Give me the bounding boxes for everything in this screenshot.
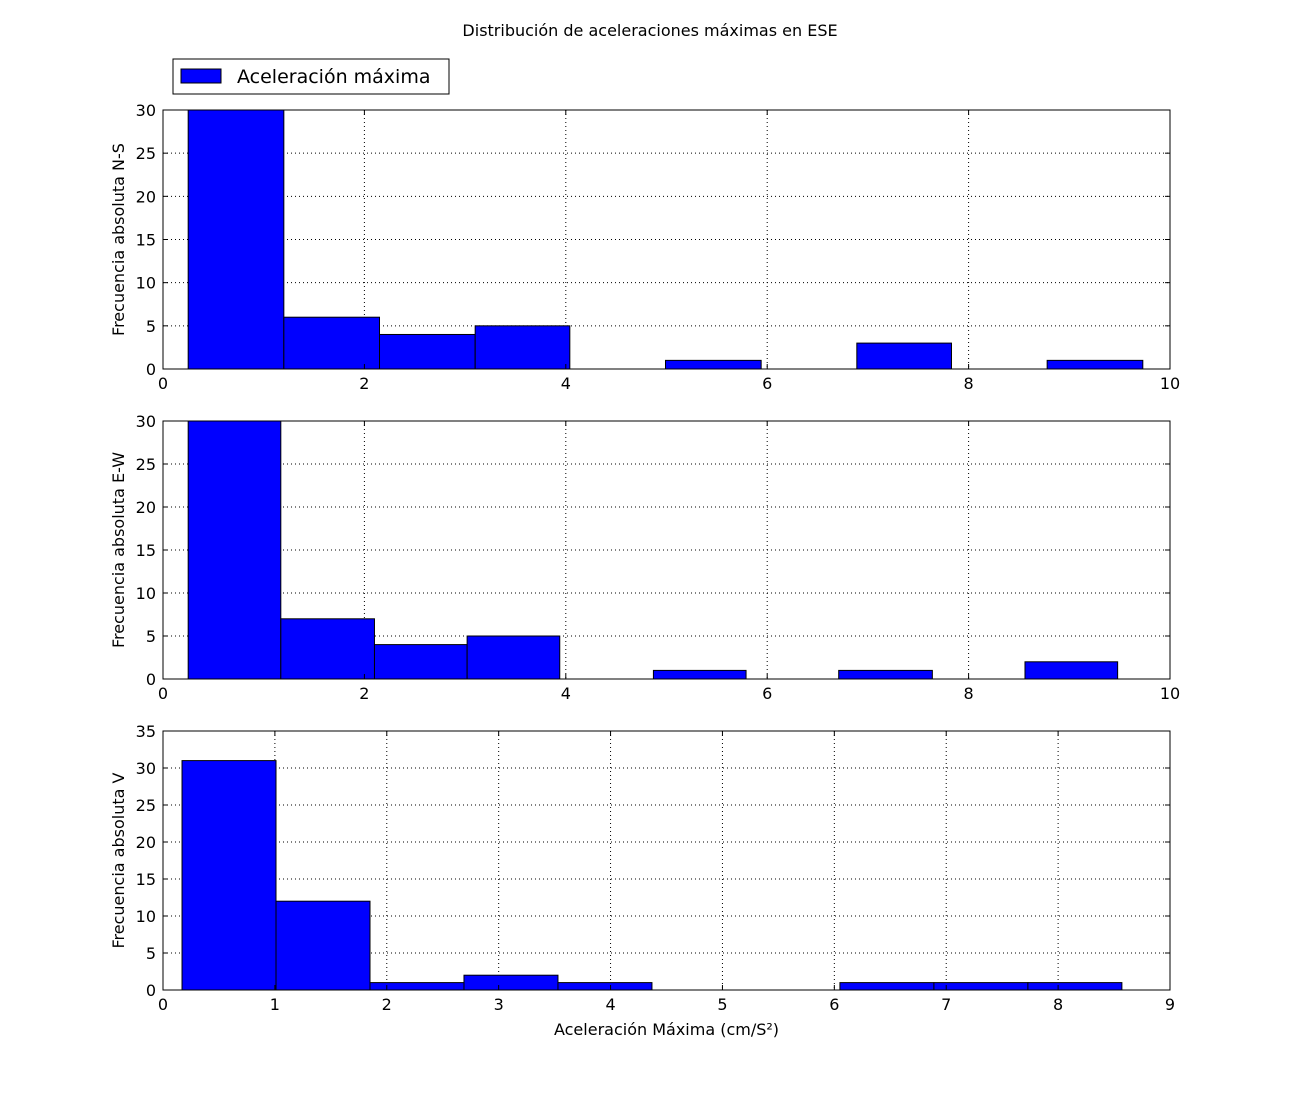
legend-label: Aceleración máxima [237, 66, 430, 88]
ew-bar-1 [280, 618, 375, 680]
panel-v: 0 1 2 3 4 5 6 7 8 9 0 5 10 15 20 25 30 35 Frecuencia absol… [109, 722, 1175, 1039]
ns-bar-7 [856, 342, 952, 370]
v-xtick-label: 7 [941, 995, 951, 1014]
ew-ytick-label: 25 [136, 455, 156, 474]
ns-xtick-label: 10 [1160, 374, 1180, 393]
ns-ylabel: Frecuencia absoluta N-S [109, 143, 128, 336]
ns-xtick-label: 0 [158, 374, 168, 393]
ew-xtick-label: 4 [561, 684, 571, 703]
ew-xtick-label: 10 [1160, 684, 1180, 703]
ns-ytick-label: 5 [146, 317, 156, 336]
ew-bar-7 [838, 669, 933, 680]
ew-bar-9 [1024, 661, 1119, 680]
ns-xtick-label: 8 [964, 374, 974, 393]
figure-title: Distribución de aceleraciones máximas en… [462, 21, 837, 40]
ns-bar-2 [379, 333, 476, 370]
ew-xtick-label: 6 [762, 684, 772, 703]
ew-bar-0 [187, 420, 282, 680]
ns-ytick-label: 25 [136, 144, 156, 163]
legend: Aceleración máxima [172, 58, 450, 95]
ns-ytick-label: 20 [136, 187, 156, 206]
panel-ew: 0 2 4 6 8 10 0 5 10 15 20 25 30 Frecuencia absoluta E… [109, 412, 1180, 703]
v-ylabel: Frecuencia absoluta V [109, 772, 128, 948]
v-xtick-label: 5 [717, 995, 727, 1014]
v-bar-4 [557, 982, 653, 991]
v-xtick-label: 1 [270, 995, 280, 1014]
ew-ytick-label: 20 [136, 498, 156, 517]
v-ytick-label: 30 [136, 759, 156, 778]
v-ytick-label: 15 [136, 870, 156, 889]
v-bar-9 [1027, 982, 1123, 991]
v-xtick-label: 4 [605, 995, 615, 1014]
ns-bar-0 [187, 109, 285, 370]
ns-bar-1 [283, 316, 381, 370]
v-ytick-label: 10 [136, 907, 156, 926]
ew-ytick-label: 15 [136, 541, 156, 560]
ns-xtick-label: 6 [762, 374, 772, 393]
v-xtick-label: 9 [1165, 995, 1175, 1014]
legend-swatch [180, 68, 222, 84]
ew-bar-3 [466, 635, 561, 680]
v-ytick-label: 20 [136, 833, 156, 852]
ns-ytick-label: 0 [146, 360, 156, 379]
ns-bar-9 [1046, 359, 1144, 370]
ew-ylabel: Frecuencia absoluta E-W [109, 452, 128, 648]
ns-ytick-label: 10 [136, 274, 156, 293]
v-bar-8 [933, 982, 1029, 991]
v-xtick-label: 8 [1053, 995, 1063, 1014]
ew-xtick-label: 8 [964, 684, 974, 703]
v-ytick-label: 0 [146, 981, 156, 1000]
v-bar-3 [463, 974, 559, 991]
v-ytick-label: 5 [146, 944, 156, 963]
v-bar-7 [839, 982, 935, 991]
v-bar-0 [181, 760, 277, 991]
ew-bar-5 [652, 669, 747, 680]
ns-ytick-label: 30 [136, 101, 156, 120]
v-xtick-label: 2 [382, 995, 392, 1014]
v-xtick-label: 6 [829, 995, 839, 1014]
ew-bar-2 [373, 644, 468, 680]
v-axes-frame [162, 730, 1171, 991]
ns-bar-5 [664, 359, 762, 370]
v-ytick-label: 35 [136, 722, 156, 741]
ns-ytick-label: 15 [136, 231, 156, 250]
ew-ytick-label: 0 [146, 670, 156, 689]
v-xtick-label: 0 [158, 995, 168, 1014]
v-bar-1 [275, 900, 371, 991]
v-xtick-label: 3 [494, 995, 504, 1014]
v-xlabel: Aceleración Máxima (cm/S²) [554, 1020, 779, 1039]
ew-xtick-label: 2 [359, 684, 369, 703]
ns-bar-3 [474, 325, 571, 370]
ew-xtick-label: 0 [158, 684, 168, 703]
ns-xtick-label: 2 [359, 374, 369, 393]
panel-ns: 0 2 4 6 8 10 0 5 10 15 20 25 30 Frecuencia absoluta N… [109, 101, 1180, 393]
ew-ytick-label: 10 [136, 584, 156, 603]
ew-ytick-label: 5 [146, 627, 156, 646]
v-bar-2 [369, 982, 465, 991]
v-ytick-label: 25 [136, 796, 156, 815]
ew-ytick-label: 30 [136, 412, 156, 431]
ns-xtick-label: 4 [561, 374, 571, 393]
